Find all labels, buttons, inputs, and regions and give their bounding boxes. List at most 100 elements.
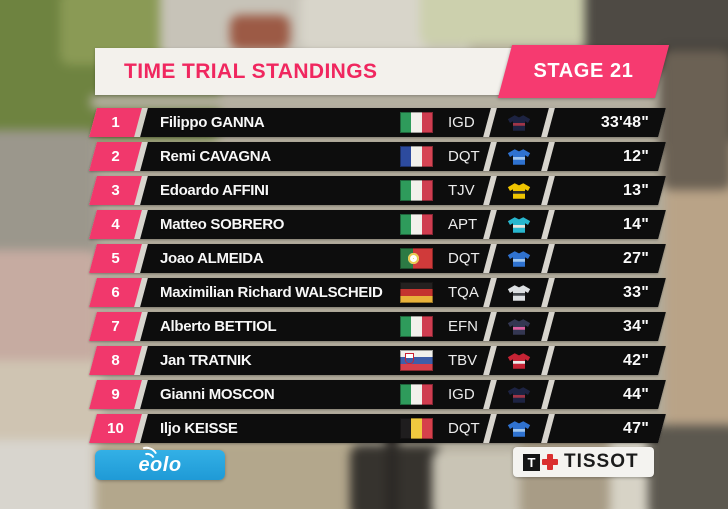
rank-badge: 7 bbox=[89, 312, 142, 342]
rank-number: 5 bbox=[111, 249, 120, 267]
rider-name: Maximilian Richard WALSCHEID bbox=[160, 284, 383, 301]
table-row: 4 Matteo SOBRERO APT 14" bbox=[89, 209, 666, 239]
ineos-grenadiers-jersey-icon bbox=[507, 387, 531, 403]
page-title: TIME TRIAL STANDINGS bbox=[124, 60, 378, 83]
time-cell: 42" bbox=[547, 346, 666, 376]
team-code: IGD bbox=[448, 386, 475, 404]
team-code: TQA bbox=[448, 284, 479, 301]
team-code: DQT bbox=[448, 420, 480, 438]
time-gap: 27" bbox=[623, 249, 649, 267]
rank-number: 7 bbox=[111, 318, 120, 336]
time-cell: 44" bbox=[547, 380, 666, 410]
rider-name: Alberto BETTIOL bbox=[160, 318, 277, 336]
time-gap: 13" bbox=[623, 181, 649, 199]
rider-name: Edoardo AFFINI bbox=[160, 181, 269, 199]
time-gap: 33'48" bbox=[600, 113, 649, 131]
eolo-wordmark: eolo bbox=[138, 454, 182, 476]
rider-cell: Filippo GANNA IGD bbox=[140, 107, 491, 137]
rank-badge: 4 bbox=[89, 209, 142, 239]
table-row: 7 Alberto BETTIOL EFN 34" bbox=[89, 312, 666, 342]
slovenia-flag-icon bbox=[400, 350, 433, 372]
team-code: DQT bbox=[448, 147, 480, 165]
time-gap: 44" bbox=[623, 386, 649, 404]
rider-cell: Edoardo AFFINI TJV bbox=[140, 175, 491, 205]
rider-cell: Gianni MOSCON IGD bbox=[140, 380, 491, 410]
rider-cell: Maximilian Richard WALSCHEID TQA bbox=[140, 278, 491, 307]
jersey-cell bbox=[489, 243, 549, 273]
ef-nippo-jersey-icon bbox=[507, 318, 531, 335]
bg-patch bbox=[420, 0, 610, 45]
rank-number: 2 bbox=[111, 147, 120, 165]
time-gap: 14" bbox=[623, 215, 649, 233]
team-code: EFN bbox=[448, 318, 478, 336]
bg-patch bbox=[432, 450, 524, 509]
tissot-monogram-icon: T bbox=[523, 453, 540, 471]
rider-name: Matteo SOBRERO bbox=[160, 215, 285, 233]
italy-flag-icon bbox=[400, 316, 433, 338]
time-gap: 12" bbox=[623, 147, 649, 165]
italy-flag-icon bbox=[400, 213, 433, 235]
time-gap: 34" bbox=[623, 318, 649, 336]
table-row: 8 Jan TRATNIK TBV 42" bbox=[89, 346, 666, 376]
time-cell: 33" bbox=[547, 278, 666, 307]
germany-flag-icon bbox=[400, 282, 433, 303]
bg-patch bbox=[0, 130, 97, 260]
table-row: 5 Joao ALMEIDA DQT 27" bbox=[89, 243, 666, 273]
rank-number: 10 bbox=[107, 420, 124, 438]
rank-badge: 9 bbox=[89, 380, 142, 410]
jersey-cell bbox=[489, 278, 549, 307]
time-cell: 27" bbox=[547, 243, 666, 273]
rank-number: 8 bbox=[111, 352, 120, 370]
team-code: TJV bbox=[448, 181, 475, 199]
qhubeka-assos-jersey-icon bbox=[507, 284, 531, 301]
bg-patch bbox=[300, 0, 430, 50]
time-gap: 47" bbox=[623, 420, 649, 438]
tissot-wordmark: TISSOT bbox=[564, 451, 639, 472]
rider-cell: Matteo SOBRERO APT bbox=[140, 209, 491, 239]
rank-number: 4 bbox=[111, 215, 120, 233]
tissot-sponsor-logo: T TISSOT bbox=[513, 447, 654, 477]
slovenia-crest-icon bbox=[406, 354, 413, 364]
bg-patch bbox=[0, 360, 102, 455]
bg-patch bbox=[662, 50, 728, 190]
rider-cell: Joao ALMEIDA DQT bbox=[140, 243, 491, 273]
rider-name: Remi CAVAGNA bbox=[160, 147, 271, 165]
france-flag-icon bbox=[400, 145, 433, 167]
rank-number: 1 bbox=[111, 113, 120, 131]
rank-number: 9 bbox=[111, 386, 120, 404]
table-row: 6 Maximilian Richard WALSCHEID TQA 33" bbox=[89, 278, 666, 307]
rank-badge: 8 bbox=[89, 346, 142, 376]
rider-name: Iljo KEISSE bbox=[160, 420, 238, 438]
time-gap: 33" bbox=[623, 284, 649, 301]
deceuninck-quickstep-jersey-icon bbox=[507, 250, 531, 267]
belgium-flag-icon bbox=[400, 418, 433, 440]
bahrain-victorious-jersey-icon bbox=[507, 352, 531, 369]
jersey-cell bbox=[489, 141, 549, 171]
stage-badge: STAGE 21 bbox=[497, 45, 670, 98]
table-row: 2 Remi CAVAGNA DQT 12" bbox=[89, 141, 666, 171]
jersey-cell bbox=[489, 175, 549, 205]
table-row: 3 Edoardo AFFINI TJV 13" bbox=[89, 175, 666, 205]
time-cell: 47" bbox=[547, 414, 666, 444]
team-code: TBV bbox=[448, 352, 478, 370]
rank-badge: 1 bbox=[89, 107, 142, 137]
rider-name: Gianni MOSCON bbox=[160, 386, 275, 404]
rank-badge: 6 bbox=[89, 278, 142, 307]
swiss-cross-icon bbox=[542, 454, 558, 470]
bg-patch bbox=[90, 95, 650, 109]
bg-patch bbox=[0, 250, 97, 370]
jersey-cell bbox=[489, 346, 549, 376]
rank-badge: 2 bbox=[89, 141, 142, 171]
jersey-cell bbox=[489, 312, 549, 342]
bg-patch bbox=[0, 440, 107, 509]
deceuninck-quickstep-jersey-icon bbox=[507, 148, 531, 164]
table-row: 9 Gianni MOSCON IGD 44" bbox=[89, 380, 666, 410]
rider-name: Joao ALMEIDA bbox=[160, 249, 264, 267]
rank-number: 3 bbox=[111, 181, 120, 199]
italy-flag-icon bbox=[400, 384, 433, 406]
time-cell: 14" bbox=[547, 209, 666, 239]
jersey-cell bbox=[489, 107, 549, 137]
rank-badge: 5 bbox=[89, 243, 142, 273]
astana-premier-tech-jersey-icon bbox=[507, 216, 531, 233]
